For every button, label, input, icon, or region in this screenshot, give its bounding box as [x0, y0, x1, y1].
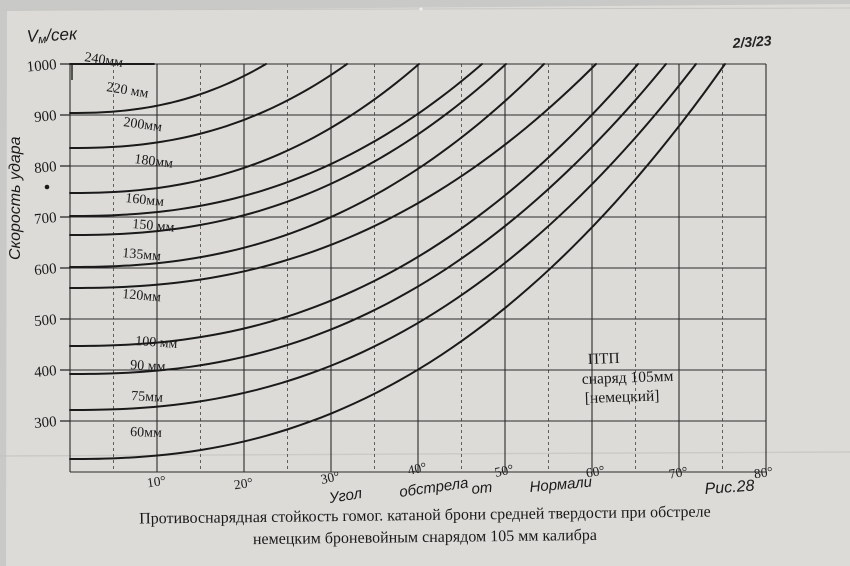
svg-text:500: 500 — [34, 312, 58, 330]
svg-text:300: 300 — [34, 414, 58, 432]
svg-text:75мм: 75мм — [131, 389, 164, 406]
svg-text:10°: 10° — [146, 473, 167, 490]
svg-text:от: от — [471, 479, 494, 498]
svg-text:2/3/23: 2/3/23 — [731, 32, 772, 51]
svg-text:900: 900 — [34, 108, 58, 126]
svg-text:[немецкий]: [немецкий] — [585, 387, 660, 407]
svg-text:600: 600 — [34, 261, 58, 279]
svg-text:20°: 20° — [233, 475, 254, 492]
svg-text:800: 800 — [34, 159, 58, 177]
svg-text:400: 400 — [34, 363, 58, 381]
svg-text:Vм/сек: Vм/сек — [26, 24, 78, 47]
svg-text:1000: 1000 — [26, 57, 57, 76]
svg-text:Скорость удара: Скорость удара — [7, 136, 24, 260]
svg-text:снаряд 105мм: снаряд 105мм — [582, 368, 674, 388]
svg-text:Рис.28: Рис.28 — [704, 478, 755, 498]
svg-text:700: 700 — [34, 210, 58, 228]
